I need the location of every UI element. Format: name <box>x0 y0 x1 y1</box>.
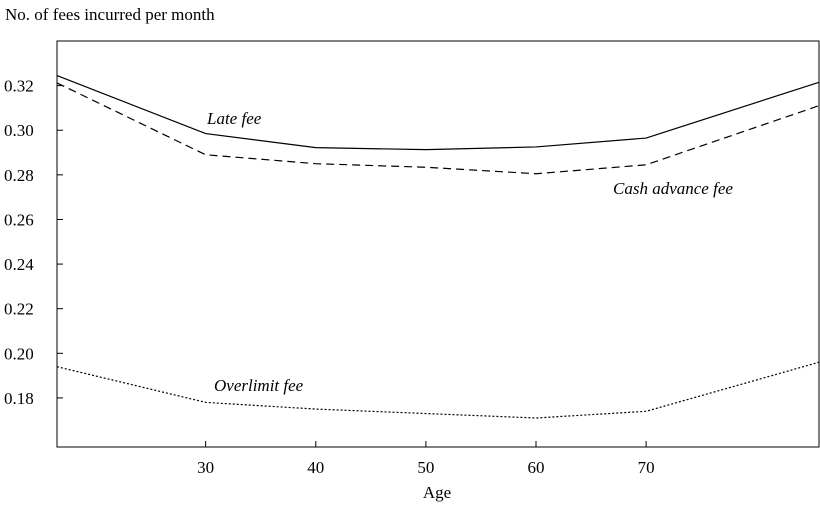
series-label: Late fee <box>206 109 262 128</box>
x-axis-label: Age <box>423 483 451 502</box>
y-tick-label: 0.26 <box>4 210 34 229</box>
x-tick-label: 70 <box>638 458 655 477</box>
y-axis-label: No. of fees incurred per month <box>5 5 215 24</box>
series-line <box>56 82 820 175</box>
x-tick-label: 40 <box>307 458 324 477</box>
series-label: Cash advance fee <box>613 179 733 198</box>
series-line <box>56 75 820 151</box>
y-tick-label: 0.28 <box>4 166 34 185</box>
y-tick-label: 0.22 <box>4 300 34 319</box>
x-tick-label: 50 <box>417 458 434 477</box>
y-tick-label: 0.30 <box>4 121 34 140</box>
x-tick-label: 30 <box>197 458 214 477</box>
y-tick-label: 0.18 <box>4 389 34 408</box>
series-label: Overlimit fee <box>214 376 304 395</box>
plot-frame <box>56 40 820 448</box>
x-tick-label: 60 <box>528 458 545 477</box>
series-line <box>56 361 820 419</box>
y-tick-label: 0.20 <box>4 344 34 363</box>
y-tick-label: 0.24 <box>4 255 34 274</box>
y-tick-label: 0.32 <box>4 77 34 96</box>
